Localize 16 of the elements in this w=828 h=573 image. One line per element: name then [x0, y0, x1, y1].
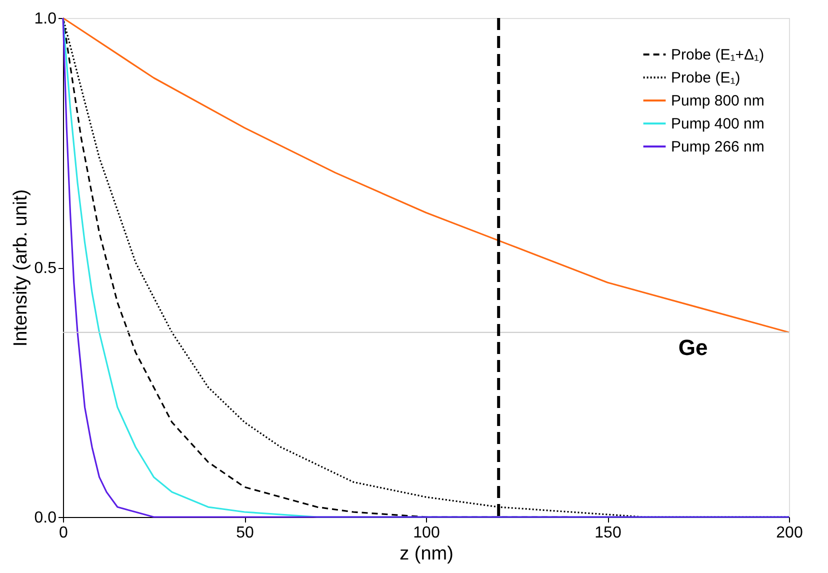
legend-label: Probe (E₁+Δ₁): [671, 46, 764, 64]
legend-label: Probe (E₁): [671, 70, 740, 86]
x-axis-title: z (nm): [400, 544, 454, 564]
x-tick-label: 100: [413, 524, 440, 542]
x-tick-label: 0: [59, 524, 68, 542]
annotation: Ge: [678, 335, 708, 360]
x-tick-label: 150: [594, 524, 622, 542]
y-tick-label: 0.0: [34, 510, 57, 526]
x-tick-label: 50: [236, 524, 254, 542]
legend-label: Pump 800 nm: [671, 92, 764, 110]
y-axis-title: Intensity (arb. unit): [10, 189, 32, 347]
y-tick-label: 1.0: [34, 10, 57, 28]
x-tick-label: 200: [776, 524, 803, 542]
legend-label: Pump 400 nm: [671, 116, 764, 132]
y-tick-label: 0.5: [34, 260, 57, 277]
legend-label: Pump 266 nm: [671, 138, 764, 156]
